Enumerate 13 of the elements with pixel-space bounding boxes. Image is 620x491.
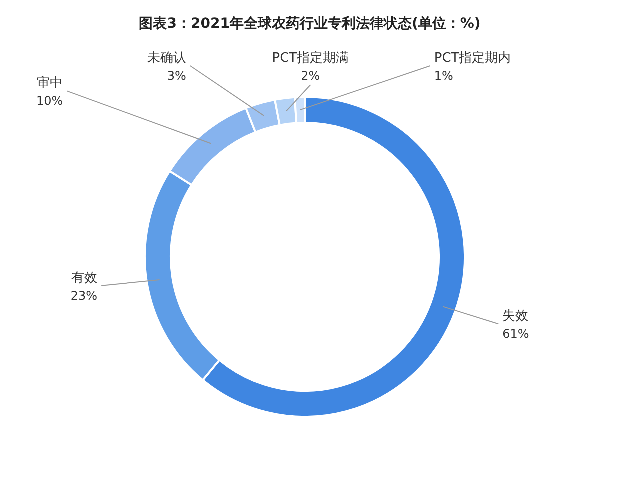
data-label: 61% xyxy=(502,327,530,342)
slice-label: 失效 xyxy=(502,309,529,324)
slice-label: 有效 xyxy=(72,270,98,286)
slice-label: 未确认 xyxy=(147,51,186,66)
chart-title: 图表3：2021年全球农药行业专利法律状态(单位：%) xyxy=(139,15,481,32)
data-label: 2% xyxy=(301,69,320,83)
slice-label: 审中 xyxy=(37,75,64,92)
data-label: 10% xyxy=(36,94,64,108)
data-label: 3% xyxy=(167,69,186,83)
data-label: 1% xyxy=(434,69,454,83)
slice-label: PCT指定期内 xyxy=(434,51,512,66)
slice-label: PCT指定期满 xyxy=(272,51,350,66)
data-label: 23% xyxy=(70,288,98,303)
